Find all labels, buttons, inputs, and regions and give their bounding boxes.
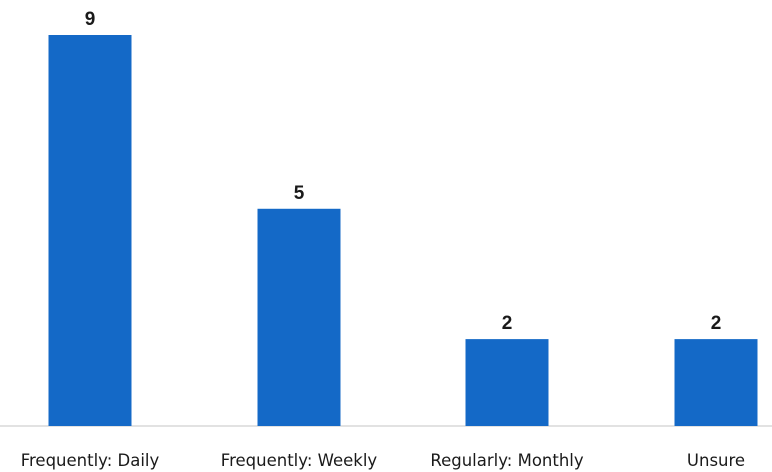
bars-group: [48, 35, 758, 426]
value-label-1: 9: [85, 9, 96, 30]
category-label-2: Frequently: Weekly: [221, 451, 378, 470]
value-label-3: 2: [502, 313, 513, 334]
value-labels-group: 9 5 2 2: [85, 9, 722, 334]
category-label-3: Regularly: Monthly: [430, 451, 584, 470]
bar-3: [465, 339, 549, 426]
category-label-1: Frequently: Daily: [21, 451, 160, 470]
category-label-4: Unsure: [687, 451, 745, 470]
value-label-4: 2: [711, 313, 722, 334]
bar-4: [674, 339, 758, 426]
value-label-2: 5: [294, 183, 305, 204]
bar-1: [48, 35, 132, 426]
bar-2: [257, 208, 341, 426]
category-labels-group: Frequently: Daily Frequently: Weekly Regul…: [21, 451, 745, 470]
